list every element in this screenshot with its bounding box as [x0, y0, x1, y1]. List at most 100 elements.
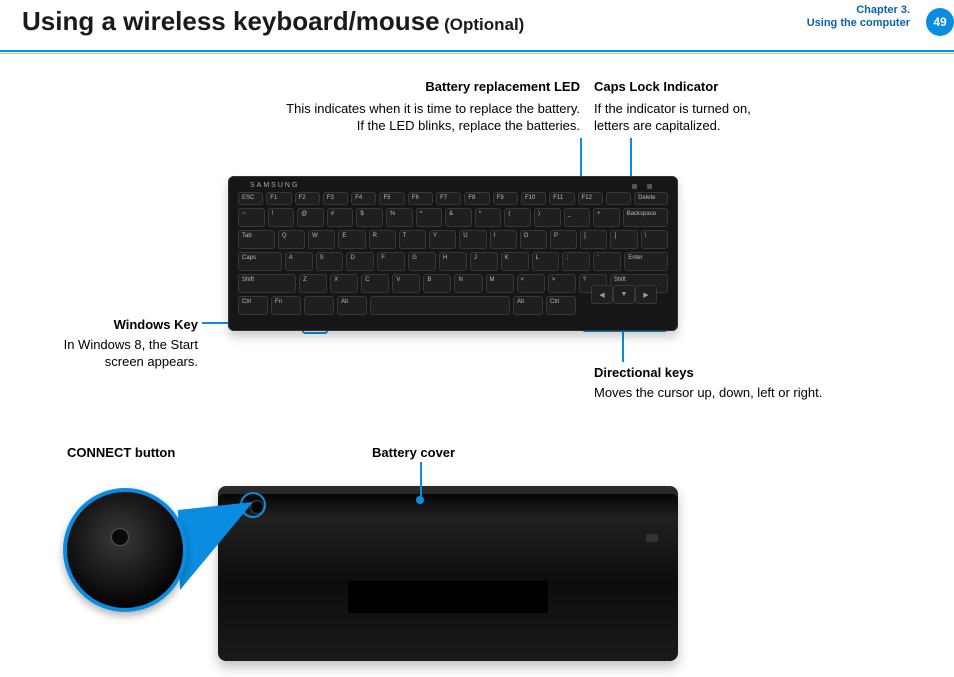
keyboard-key: K — [501, 252, 529, 271]
keyboard-key: U — [459, 230, 486, 249]
keyboard-key: F7 — [436, 192, 461, 205]
keyboard-key: Alt — [337, 296, 367, 315]
keyboard-key: F4 — [351, 192, 376, 205]
winkey-desc1: In Windows 8, the Start — [40, 336, 198, 353]
page-title: Using a wireless keyboard/mouse — [22, 6, 440, 36]
keyboard-key: D — [346, 252, 374, 271]
keyboard-key: F12 — [578, 192, 603, 205]
keyboard-key: F11 — [549, 192, 574, 205]
keyboard-key: & — [445, 208, 472, 227]
connect-zoom-circle — [63, 488, 187, 612]
keyboard-key: E — [338, 230, 365, 249]
keyboard-key: $ — [356, 208, 383, 227]
keyboard-key: P — [550, 230, 577, 249]
keyboard-key: ] — [610, 230, 637, 249]
back-ridge — [218, 494, 678, 520]
dir-desc: Moves the cursor up, down, left or right… — [594, 384, 822, 401]
chapter-line2: Using the computer — [807, 17, 910, 30]
keyboard-key: _ — [564, 208, 591, 227]
keyboard-key: # — [327, 208, 354, 227]
dir-title: Directional keys — [594, 364, 694, 381]
keyboard-key: Y — [429, 230, 456, 249]
arrow-key-cluster: ▲ ◀ ▼ ▶ — [580, 285, 668, 325]
keyboard-key: ESC — [238, 192, 263, 205]
connect-button-closeup — [111, 528, 129, 546]
keyboard-key: F6 — [408, 192, 433, 205]
back-label-slot — [348, 581, 548, 613]
keyboard-key: ) — [534, 208, 561, 227]
keyboard-key: I — [490, 230, 517, 249]
keyboard-key: \ — [641, 230, 668, 249]
keyboard-key: Backspace — [623, 208, 668, 227]
keyboard-key: F10 — [521, 192, 546, 205]
keyboard-key: A — [285, 252, 313, 271]
arrow-left-key: ◀ — [591, 285, 613, 304]
battery-led-title: Battery replacement LED — [228, 78, 580, 95]
ring-connect — [240, 492, 266, 518]
keyboard-key: % — [386, 208, 413, 227]
page-number-badge: 49 — [926, 8, 954, 36]
keyboard-key: ~ — [238, 208, 265, 227]
keyboard-key: Fn — [271, 296, 301, 315]
keyboard-key — [370, 296, 510, 315]
keyboard-key: F9 — [493, 192, 518, 205]
keyboard-key: Tab — [238, 230, 275, 249]
keyboard-key: ' — [593, 252, 621, 271]
keyboard-key: F3 — [323, 192, 348, 205]
keyboard-key: H — [439, 252, 467, 271]
keyboard-key: ^ — [416, 208, 443, 227]
keyboard-key: T — [399, 230, 426, 249]
keyboard-key: V — [392, 274, 420, 293]
keyboard-key: @ — [297, 208, 324, 227]
keyboard-key: * — [475, 208, 502, 227]
keyboard-key: C — [361, 274, 389, 293]
winkey-desc2: screen appears. — [40, 353, 198, 370]
keyboard-key: Z — [299, 274, 327, 293]
keyboard-key — [606, 192, 631, 205]
keyboard-key: ; — [562, 252, 590, 271]
keyboard-key: Alt — [513, 296, 543, 315]
back-battery-tab — [646, 534, 658, 542]
keyboard-key: F1 — [266, 192, 291, 205]
keyboard-key: L — [532, 252, 560, 271]
page-subtitle: (Optional) — [444, 15, 524, 34]
chapter-label: Chapter 3. Using the computer — [807, 4, 910, 30]
capslock-title: Caps Lock Indicator — [594, 78, 718, 95]
keyboard-key: W — [308, 230, 335, 249]
keyboard-key: R — [369, 230, 396, 249]
keyboard-key: S — [316, 252, 344, 271]
keyboard-key: Q — [278, 230, 305, 249]
keyboard-key: Shift — [238, 274, 296, 293]
keyboard-key: F — [377, 252, 405, 271]
keyboard-key: M — [486, 274, 514, 293]
line-battcover — [420, 462, 422, 498]
arrow-down-key: ▼ — [613, 285, 635, 304]
arrow-right-key: ▶ — [635, 285, 657, 304]
keyboard-key: F8 — [464, 192, 489, 205]
keyboard-key: J — [470, 252, 498, 271]
keyboard-brand: SAMSUNG — [250, 182, 299, 189]
keyboard-key: Ctrl — [238, 296, 268, 315]
keyboard-key: Caps — [238, 252, 282, 271]
keyboard-key — [304, 296, 334, 315]
keyboard-key: X — [330, 274, 358, 293]
led-indicators — [632, 184, 652, 189]
capslock-desc1: If the indicator is turned on, — [594, 100, 751, 117]
connect-title: CONNECT button — [67, 444, 175, 461]
page-header: Using a wireless keyboard/mouse (Optiona… — [0, 0, 954, 46]
keyboard-front-illustration: SAMSUNG ESCF1F2F3F4F5F6F7F8F9F10F11F12De… — [228, 176, 678, 331]
keyboard-key: + — [593, 208, 620, 227]
keyboard-key: B — [423, 274, 451, 293]
keyboard-key: F5 — [379, 192, 404, 205]
chapter-line1: Chapter 3. — [807, 4, 910, 17]
line-dir — [622, 332, 624, 362]
dot-battcover — [416, 496, 424, 504]
keyboard-key: ! — [268, 208, 295, 227]
capslock-desc2: letters are capitalized. — [594, 117, 720, 134]
keyboard-key: ( — [504, 208, 531, 227]
keyboard-key: Enter — [624, 252, 668, 271]
battery-led-desc2: If the LED blinks, replace the batteries… — [228, 117, 580, 134]
keyboard-key: [ — [580, 230, 607, 249]
keyboard-key: Ctrl — [546, 296, 576, 315]
keyboard-back-illustration — [218, 486, 678, 661]
